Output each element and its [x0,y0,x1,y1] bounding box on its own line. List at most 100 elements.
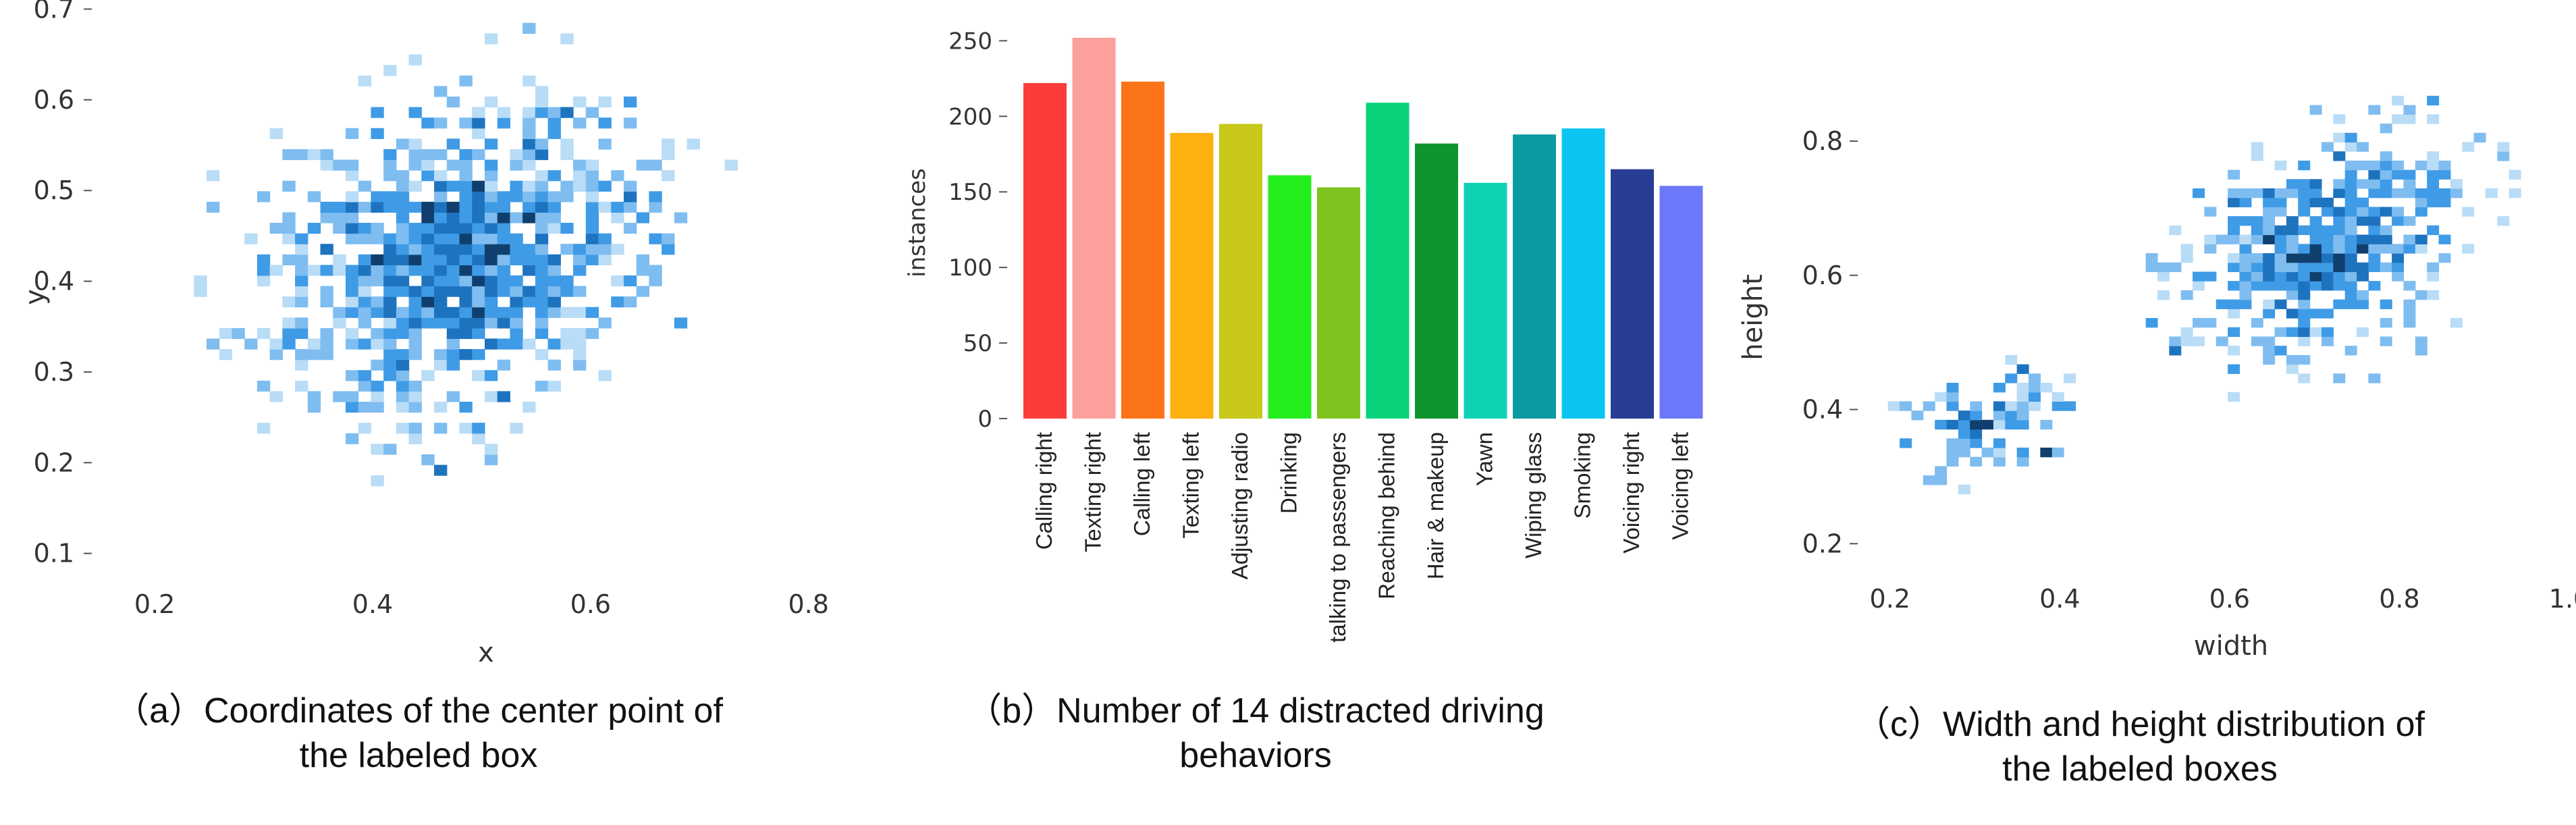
heatmap-cell [295,317,308,329]
heatmap-cell [320,296,333,308]
heatmap-cell [2309,225,2322,236]
heatmap-cell [2368,169,2381,180]
heatmap-cell [2228,364,2240,374]
heatmap-cell [434,359,448,371]
heatmap-cell [206,201,220,213]
heatmap-cell [547,275,561,287]
heatmap-cell [472,223,485,234]
heatmap-cell [547,191,561,203]
heatmap-cell [2204,244,2217,254]
heatmap-cell [2321,197,2334,208]
heatmap-cell [333,265,346,276]
heatmap-cell [2368,105,2381,115]
heatmap-cell [2193,318,2205,328]
heatmap-cell [2309,188,2322,198]
heatmap-cell [2228,309,2240,319]
heatmap-cell [2274,160,2287,171]
heatmap-cell [2333,114,2346,124]
caption-c-line1: （c）Width and height distribution of [1855,705,2425,744]
heatmap-cell [2274,271,2287,282]
heatmap-cell [307,149,321,161]
heatmap-cell [2298,299,2311,309]
y-axis-label: y [20,289,51,305]
heatmap-cell [1993,419,2006,430]
heatmap-cell [1946,383,1959,393]
heatmap-cell [2450,188,2463,198]
heatmap-cell [2321,244,2334,254]
heatmap-cell [2403,299,2416,309]
heatmap-cell [2180,244,2193,254]
heatmap-cell [459,117,473,129]
heatmap-cell [623,223,637,234]
heatmap-cell [1935,466,1948,476]
heatmap-cell [2357,216,2369,226]
heatmap-cell [510,317,523,329]
heatmap-cell [573,117,587,129]
heatmap-cell [345,370,359,381]
heatmap-cell [611,201,624,213]
heatmap-cell [2263,188,2276,198]
heatmap-cell [2344,262,2357,273]
heatmap-cell [333,201,346,213]
heatmap-cell [2427,179,2440,189]
heatmap-cell [2438,234,2451,244]
heatmap-cell [2309,327,2322,338]
heatmap-cell [724,159,739,171]
heatmap-cell [459,402,473,413]
caption-a: （a）Coordinates of the center point of th… [14,689,824,778]
heatmap-cell [295,327,308,340]
heatmap-cell [2357,262,2369,273]
heatmap-cell [383,286,397,297]
heatmap-cell [257,423,271,434]
heatmap-cell [573,327,587,340]
heatmap-cell [2145,318,2158,328]
heatmap-cell [345,201,359,213]
heatmap-cell [510,212,523,223]
heatmap-cell [2392,188,2405,198]
heatmap-cell [585,170,599,182]
heatmap-cell [257,191,271,203]
heatmap-cell [1958,438,1970,448]
heatmap-cell [383,317,397,329]
heatmap-cell [408,327,422,340]
heatmap-cell [649,265,662,276]
heatmap-cell [2298,244,2311,254]
heatmap-cell [282,212,296,223]
heatmap-cell [522,180,536,192]
x-category-label: Wiping glass [1521,432,1546,558]
heatmap-cell [244,338,258,350]
heatmap-cell [573,338,587,350]
heatmap-cell [383,201,397,213]
heatmap-cell [421,149,435,161]
heatmap-cell [2392,262,2405,273]
heatmap-cell [611,296,624,308]
heatmap-cell [434,170,448,182]
heatmap-cell [459,149,473,161]
heatmap-cell [2344,271,2357,282]
heatmap-cell [2251,271,2263,282]
heatmap-cell [2380,160,2392,171]
heatmap-cell [2228,253,2240,263]
heatmap-cell [2309,262,2322,273]
heatmap-cell [623,180,637,192]
heatmap-cell [2392,216,2405,226]
heatmap-cell [396,212,410,223]
heatmap-cell [2051,392,2064,402]
heatmap-cell [459,327,473,340]
heatmap-cell [396,307,410,318]
heatmap-cell [2321,225,2334,236]
heatmap-cell [1958,419,1970,430]
heatmap-cell [2029,373,2041,383]
heatmap-cell [459,212,473,223]
heatmap-cell [2286,309,2299,319]
heatmap-cell [535,254,549,265]
heatmap-cell [2403,179,2416,189]
heatmap-cell [396,170,410,182]
heatmap-cell [282,317,296,329]
heatmap-cell [2180,336,2193,346]
heatmap-cell [408,138,422,150]
heatmap-cell [623,201,637,213]
heatmap-cell [2321,336,2334,346]
bar [1219,124,1262,419]
heatmap-cell [320,201,333,213]
